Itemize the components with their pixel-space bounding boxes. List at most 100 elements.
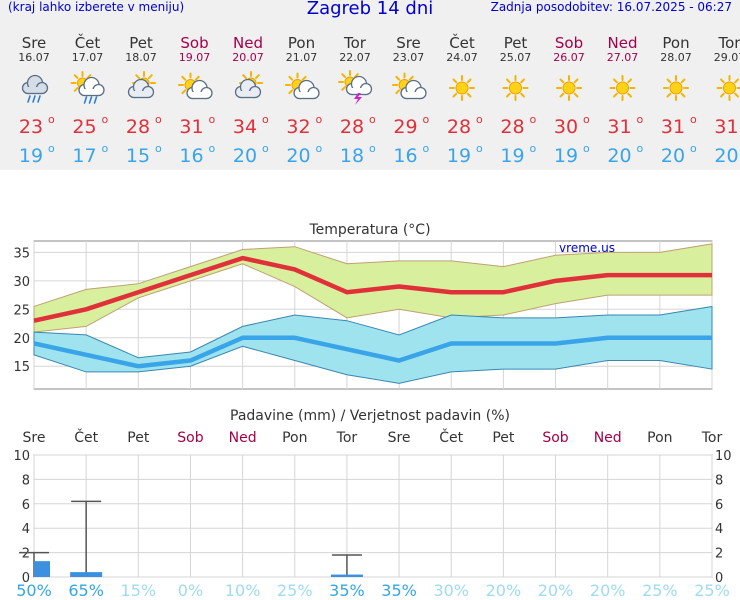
- partly-cloudy-icon: [234, 71, 263, 99]
- min-temperature: 18: [340, 145, 364, 167]
- precipitation-probability: 30%: [433, 581, 469, 600]
- day-date: 18.07: [125, 51, 157, 64]
- degree-sign: o: [690, 142, 697, 155]
- precipitation-chart-title: Padavine (mm) / Verjetnost padavin (%): [230, 408, 510, 424]
- last-update: Zadnja posodobitev: 16.07.2025 - 06:27: [490, 0, 732, 14]
- day-name: Tor: [718, 34, 740, 52]
- max-temperature: 31: [714, 116, 738, 138]
- y-tick-label: 15: [13, 360, 30, 375]
- day-name: Čet: [75, 33, 101, 52]
- min-temperature: 16: [179, 145, 203, 167]
- precipitation-bar: [34, 561, 50, 577]
- y-tick-label-right: 6: [715, 498, 723, 513]
- precipitation-probability: 35%: [329, 581, 365, 600]
- day-date: 16.07: [18, 51, 50, 64]
- degree-sign: o: [476, 113, 483, 126]
- precipitation-bar: [70, 572, 103, 577]
- min-temperature: 16: [393, 145, 417, 167]
- day-date: 19.07: [179, 51, 211, 64]
- degree-sign: o: [476, 142, 483, 155]
- y-tick-label: 35: [13, 246, 30, 261]
- y-tick-label: 8: [22, 473, 30, 488]
- day-date: 23.07: [393, 51, 425, 64]
- x-tick-label: Čet: [439, 428, 463, 446]
- degree-sign: o: [262, 142, 269, 155]
- day-date: 22.07: [339, 51, 371, 64]
- precipitation-chart: Padavine (mm) / Verjetnost padavin (%) Sr…: [13, 408, 731, 600]
- sun-icon: [449, 75, 475, 101]
- min-temperature-line: [33, 335, 712, 369]
- x-tick-label: Sre: [388, 430, 411, 446]
- precipitation-probability: 20%: [486, 581, 522, 600]
- max-temperature: 28: [500, 116, 524, 138]
- day-date: 20.07: [232, 51, 264, 64]
- precipitation-bar: [330, 574, 363, 577]
- sun-icon: [716, 75, 740, 101]
- min-temperature: 19: [447, 145, 471, 167]
- max-temperature: 34: [233, 116, 257, 138]
- thunderstorm-icon: [338, 70, 373, 105]
- precipitation-probability: 50%: [16, 581, 52, 600]
- max-temperature: 28: [340, 116, 364, 138]
- max-temperature: 32: [286, 116, 310, 138]
- min-temperature: 19: [500, 145, 524, 167]
- min-temperature: 15: [126, 145, 150, 167]
- day-date: 21.07: [286, 51, 318, 64]
- degree-sign: o: [48, 142, 55, 155]
- precipitation-probability: 25%: [642, 581, 678, 600]
- degree-sign: o: [637, 113, 644, 126]
- min-temperature: 20: [661, 145, 685, 167]
- degree-sign: o: [316, 142, 323, 155]
- day-name: Ned: [608, 34, 638, 52]
- x-tick-label: Ned: [229, 430, 257, 446]
- page-title: Zagreb 14 dni: [306, 0, 434, 19]
- degree-sign: o: [48, 113, 55, 126]
- max-temperature: 30: [554, 116, 578, 138]
- temperature-chart: 15 20 25 30 35 Temperatura (°C) vreme.us: [13, 222, 713, 390]
- y-tick-label-right: 2: [715, 547, 723, 562]
- degree-sign: o: [637, 142, 644, 155]
- min-temperature-range-band: [33, 305, 713, 384]
- y-tick-label: 2: [22, 547, 30, 562]
- degree-sign: o: [155, 142, 162, 155]
- precipitation-probability: 0%: [178, 581, 203, 600]
- precipitation-probability: 20%: [590, 581, 626, 600]
- sun-icon: [556, 75, 582, 101]
- precipitation-probability: 20%: [538, 581, 574, 600]
- x-tick-label: Sob: [177, 430, 203, 446]
- min-temperature: 19: [19, 145, 43, 167]
- day-name: Pet: [504, 34, 528, 52]
- x-tick-label: Ned: [594, 430, 622, 446]
- day-name: Tor: [343, 34, 367, 52]
- max-temperature: 31: [661, 116, 685, 138]
- x-tick-label: Pon: [282, 430, 307, 446]
- y-tick-label: 30: [13, 275, 30, 290]
- rain-cloud-icon: [21, 74, 49, 103]
- x-tick-label: Tor: [336, 430, 358, 446]
- degree-sign: o: [102, 113, 109, 126]
- sun-icon: [663, 75, 689, 101]
- precipitation-probability: 15%: [121, 581, 157, 600]
- precipitation-probability: 35%: [381, 581, 417, 600]
- degree-sign: o: [209, 113, 216, 126]
- day-date: 25.07: [500, 51, 532, 64]
- y-tick-label: 10: [13, 449, 30, 464]
- min-temperature: 20: [607, 145, 631, 167]
- x-tick-label: Sre: [23, 430, 46, 446]
- day-name: Pet: [129, 34, 153, 52]
- precipitation-probability: 25%: [277, 581, 313, 600]
- min-temperature: 20: [714, 145, 738, 167]
- temperature-chart-title: Temperatura (°C): [308, 222, 430, 238]
- day-date: 24.07: [446, 51, 478, 64]
- sun-cloud-icon: [178, 72, 213, 100]
- x-tick-label: Čet: [74, 428, 98, 446]
- sun-icon: [502, 75, 529, 101]
